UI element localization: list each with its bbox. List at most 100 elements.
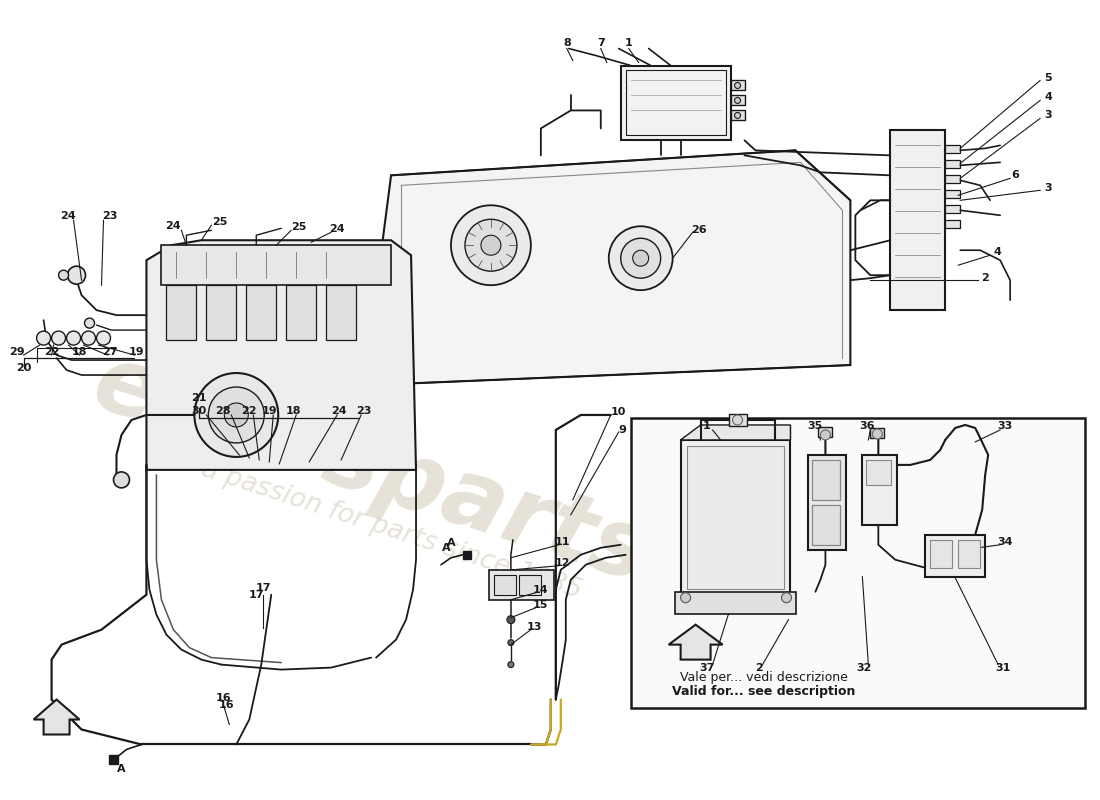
Bar [494,574,516,594]
Text: 15: 15 [534,600,549,610]
Circle shape [208,387,264,443]
Bar [945,175,960,183]
Polygon shape [669,625,723,660]
Text: eurosparts: eurosparts [81,337,660,603]
Circle shape [507,616,515,624]
Bar [945,160,960,168]
Circle shape [224,403,249,427]
Text: 18: 18 [72,347,87,357]
Text: 22: 22 [44,347,59,357]
Bar [862,455,898,525]
Bar [945,220,960,228]
Text: 35: 35 [807,421,823,431]
Bar [674,592,796,614]
Bar [730,81,745,90]
Circle shape [735,113,740,118]
Text: 5: 5 [1044,74,1052,83]
Bar [286,285,316,340]
Text: 24: 24 [166,222,182,231]
Bar [110,755,119,765]
Bar [931,540,953,568]
Text: 2: 2 [981,273,989,283]
Text: 34: 34 [998,537,1013,546]
Text: 2: 2 [755,662,762,673]
Bar [626,70,726,135]
Bar [867,460,891,485]
Text: 7: 7 [597,38,605,47]
Circle shape [451,206,531,285]
Text: A: A [447,538,455,548]
Text: 1: 1 [703,421,711,431]
Text: 24: 24 [331,406,346,416]
Circle shape [681,593,691,602]
Text: 28: 28 [216,406,231,416]
Text: 19: 19 [129,347,144,357]
Text: 6: 6 [1011,170,1019,180]
Text: 26: 26 [691,226,706,235]
Circle shape [632,250,649,266]
Polygon shape [34,699,79,734]
Polygon shape [146,240,416,470]
Circle shape [52,331,66,345]
Text: 37: 37 [698,662,714,673]
Bar [730,95,745,106]
Circle shape [620,238,661,278]
Text: A: A [118,765,125,774]
Circle shape [85,318,95,328]
Bar [246,285,276,340]
Circle shape [608,226,672,290]
Polygon shape [371,150,850,385]
Text: 3: 3 [1044,110,1052,121]
Bar [890,130,945,310]
Polygon shape [681,425,791,440]
Bar [813,505,840,545]
Bar [686,446,784,589]
Text: 9: 9 [619,425,627,435]
Bar [488,570,553,600]
Bar [958,540,980,568]
Bar [620,66,730,140]
Text: 36: 36 [859,421,876,431]
Circle shape [97,331,110,345]
Text: A: A [442,542,450,553]
Text: 21: 21 [191,393,207,403]
Text: 10: 10 [610,407,626,417]
Text: 20: 20 [15,363,31,373]
Bar [630,418,1085,707]
Bar [166,285,197,340]
Circle shape [821,430,830,440]
Circle shape [733,415,742,425]
Bar [728,414,747,426]
Text: 16: 16 [219,699,234,710]
Text: 29: 29 [9,347,24,357]
Bar [925,534,986,577]
Text: 14: 14 [534,585,549,594]
Circle shape [735,98,740,103]
Circle shape [465,219,517,271]
Bar [945,206,960,214]
Circle shape [735,82,740,89]
Text: 33: 33 [998,421,1013,431]
Text: 8: 8 [563,38,571,47]
Bar [945,146,960,154]
Text: 23: 23 [356,406,372,416]
Bar [639,667,890,706]
Bar [870,428,884,438]
Text: 1: 1 [625,38,632,47]
Text: 13: 13 [527,622,542,632]
Text: Valid for... see description: Valid for... see description [672,685,855,698]
Circle shape [781,593,792,602]
Text: Vale per... vedi descrizione: Vale per... vedi descrizione [680,671,847,684]
Text: 19: 19 [262,406,277,416]
Text: 25: 25 [292,222,307,232]
Text: 30: 30 [191,406,207,416]
Text: 16: 16 [216,693,231,702]
Bar [818,427,833,437]
Bar [327,285,356,340]
Text: 24: 24 [59,211,76,222]
Bar [162,246,392,285]
Bar [463,550,471,558]
Bar [681,440,791,594]
Text: 17: 17 [255,582,271,593]
Bar [207,285,236,340]
